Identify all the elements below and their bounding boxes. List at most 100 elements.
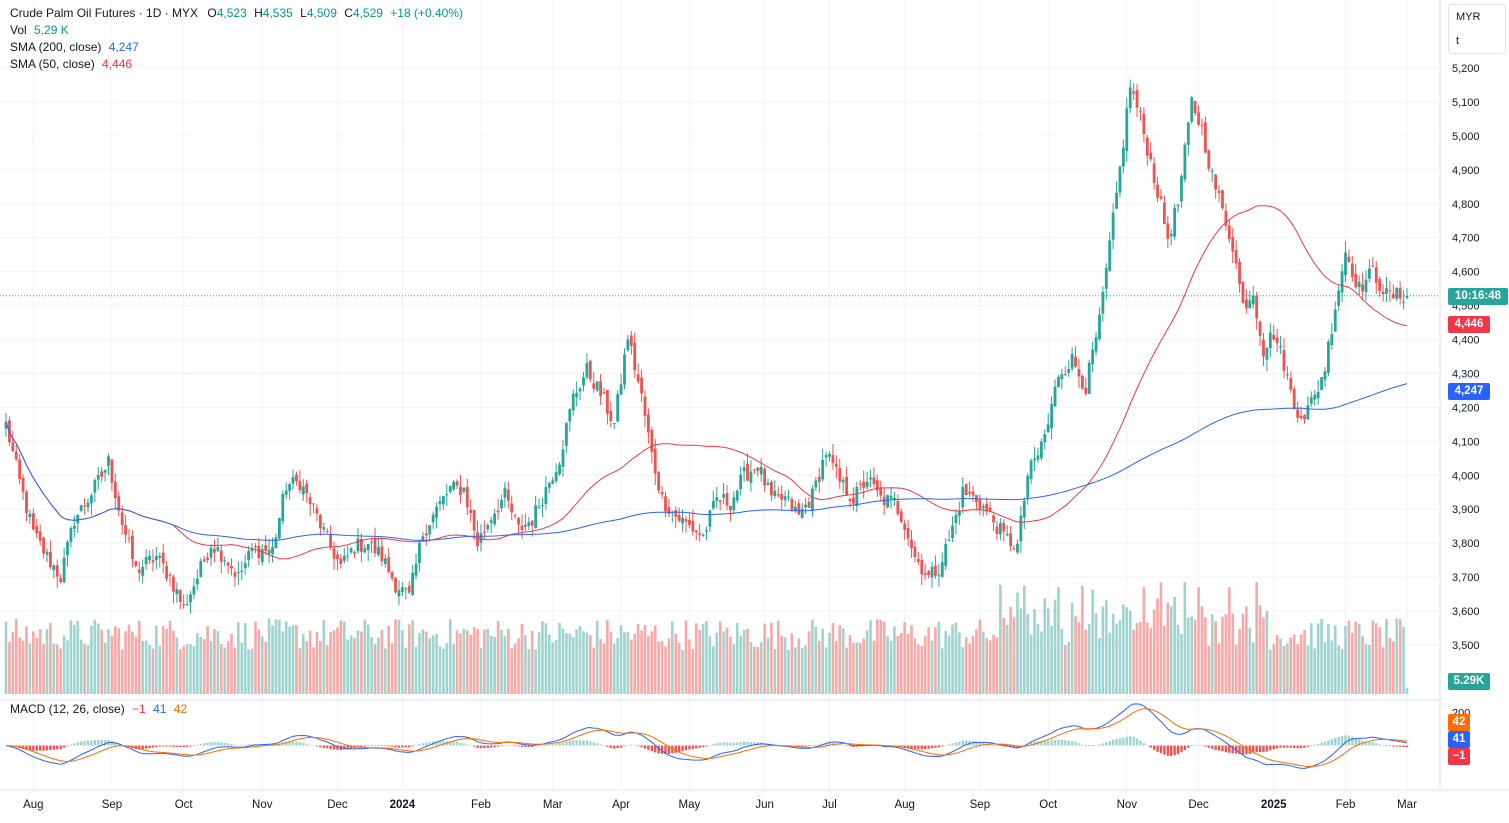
candle-body bbox=[961, 487, 965, 508]
macd-hist-bar bbox=[35, 745, 38, 751]
currency-unit-panel[interactable]: MYR t bbox=[1448, 4, 1506, 54]
volume-bar bbox=[951, 624, 954, 694]
volume-bar bbox=[298, 648, 302, 694]
volume-bar bbox=[1347, 620, 1351, 694]
volume-bar bbox=[944, 630, 947, 694]
volume-bar bbox=[999, 584, 1002, 694]
macd-hist-bar bbox=[1286, 745, 1289, 748]
candle-body bbox=[879, 487, 883, 496]
candle-body bbox=[756, 467, 760, 471]
volume-bar bbox=[305, 641, 309, 694]
volume-bar bbox=[896, 635, 900, 694]
candle-body bbox=[424, 533, 428, 536]
volume-bar bbox=[483, 629, 486, 694]
volume-bar bbox=[42, 643, 45, 694]
candle-body bbox=[1019, 515, 1023, 542]
macd-hist-bar bbox=[1091, 745, 1094, 747]
macd-hist-bar bbox=[561, 742, 565, 746]
candle-body bbox=[318, 514, 322, 529]
volume-bar bbox=[681, 649, 684, 694]
macd-hist-bar bbox=[216, 742, 220, 746]
volume-bar bbox=[196, 633, 199, 694]
sma50-legend[interactable]: SMA (50, close) 4,446 bbox=[10, 56, 132, 73]
candle-body bbox=[1169, 233, 1173, 237]
candle-body bbox=[527, 522, 531, 527]
macd-hist-bar bbox=[910, 745, 913, 749]
macd-hist-bar bbox=[209, 742, 213, 746]
volume-bar bbox=[1337, 645, 1340, 694]
candle-body bbox=[886, 495, 890, 508]
macd-hist-bar bbox=[394, 745, 397, 748]
volume-bar bbox=[650, 631, 654, 694]
volume-bar bbox=[363, 619, 367, 694]
candle-body bbox=[209, 547, 213, 558]
macd-hist-bar bbox=[1354, 738, 1357, 746]
candle-body bbox=[688, 519, 691, 525]
volume-bar bbox=[264, 641, 267, 694]
volume-legend[interactable]: Vol 5.29 K bbox=[10, 22, 69, 39]
macd-hist-bar bbox=[1170, 745, 1173, 757]
candle-body bbox=[623, 354, 626, 385]
macd-hist-bar bbox=[298, 742, 302, 746]
macd-hist-bar bbox=[401, 745, 404, 748]
volume-bar bbox=[240, 642, 244, 694]
volume-bar bbox=[76, 620, 80, 694]
macd-hist-bar bbox=[110, 740, 114, 746]
volume-bar bbox=[899, 632, 903, 694]
candle-body bbox=[988, 507, 992, 512]
candle-body bbox=[1381, 291, 1385, 295]
candle-body bbox=[295, 474, 298, 482]
macd-hist-bar bbox=[233, 744, 237, 746]
macd-hist-bar bbox=[725, 742, 729, 746]
candle-body bbox=[776, 494, 780, 496]
macd-hist-bar bbox=[517, 745, 520, 747]
sma200-legend[interactable]: SMA (200, close) 4,247 bbox=[10, 39, 139, 56]
candle-body bbox=[595, 381, 599, 391]
volume-bar bbox=[1313, 648, 1317, 694]
macd-hist-bar bbox=[189, 745, 192, 747]
volume-bar bbox=[619, 625, 623, 694]
macd-hist-bar bbox=[1221, 745, 1224, 752]
macd-hist-bar bbox=[1152, 745, 1156, 750]
candle-body bbox=[1094, 337, 1098, 352]
candle-body bbox=[872, 477, 876, 485]
volume-bar bbox=[872, 640, 876, 694]
candle-body bbox=[1156, 184, 1159, 198]
candle-body bbox=[431, 514, 435, 523]
macd-hist-bar bbox=[421, 743, 425, 746]
candle-body bbox=[619, 384, 623, 395]
volume-bar bbox=[1139, 621, 1142, 694]
macd-hist-bar bbox=[527, 745, 531, 747]
candle-body bbox=[1241, 281, 1245, 303]
macd-hist-bar bbox=[1067, 740, 1070, 746]
volume-bar bbox=[1344, 625, 1347, 694]
volume-bar bbox=[4, 621, 8, 694]
candle-body bbox=[821, 459, 825, 480]
volume-bar bbox=[1180, 634, 1183, 694]
volume-bar bbox=[175, 637, 179, 694]
volume-bar bbox=[780, 636, 783, 694]
macd-hist-bar bbox=[1125, 736, 1128, 746]
candle-body bbox=[940, 562, 944, 578]
volume-bar bbox=[45, 628, 49, 694]
macd-hist-bar bbox=[643, 745, 647, 749]
candle-body bbox=[1046, 424, 1050, 433]
macd-hist-bar bbox=[845, 745, 848, 747]
macd-hist-bar bbox=[971, 740, 975, 746]
macd-hist-bar bbox=[681, 745, 684, 752]
macd-hist-bar bbox=[1357, 739, 1361, 746]
macd-legend[interactable]: MACD (12, 26, close) −1 41 42 bbox=[10, 701, 187, 718]
macd-hist-bar bbox=[1381, 745, 1385, 746]
volume-bar bbox=[855, 642, 859, 694]
macd-hist-bar bbox=[1351, 736, 1354, 746]
volume-bar bbox=[630, 639, 633, 694]
header-legend: Crude Palm Oil Futures · 1D · MYX O4,523… bbox=[10, 5, 463, 22]
macd-hist-bar bbox=[1299, 745, 1303, 749]
candle-body bbox=[274, 537, 278, 549]
volume-bar bbox=[161, 626, 165, 694]
candle-body bbox=[1309, 397, 1313, 404]
candle-body bbox=[387, 557, 391, 572]
volume-bar bbox=[1040, 631, 1043, 694]
